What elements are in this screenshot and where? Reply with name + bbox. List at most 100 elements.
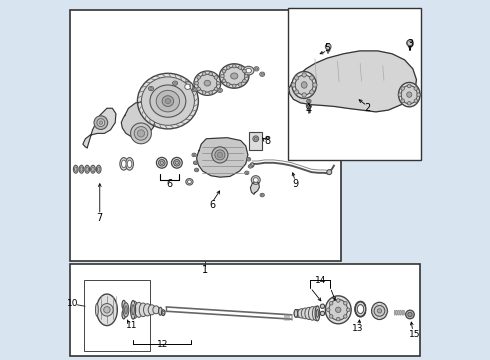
Polygon shape (83, 108, 116, 148)
Ellipse shape (98, 167, 100, 172)
Circle shape (408, 312, 412, 317)
Ellipse shape (74, 167, 77, 172)
Text: 5: 5 (324, 43, 331, 53)
Circle shape (401, 99, 404, 103)
Text: 11: 11 (126, 321, 138, 330)
Circle shape (197, 87, 200, 91)
Text: 3: 3 (407, 40, 413, 49)
Ellipse shape (245, 172, 248, 174)
Circle shape (216, 81, 220, 85)
Circle shape (232, 64, 236, 68)
Ellipse shape (79, 165, 84, 173)
Ellipse shape (295, 75, 313, 95)
Circle shape (406, 310, 414, 319)
Text: 15: 15 (409, 330, 420, 339)
Ellipse shape (212, 147, 228, 163)
Circle shape (310, 76, 314, 80)
Ellipse shape (217, 152, 222, 158)
Ellipse shape (301, 82, 307, 88)
Text: 13: 13 (352, 324, 364, 333)
Ellipse shape (92, 167, 94, 172)
Ellipse shape (194, 161, 197, 165)
Ellipse shape (99, 121, 102, 125)
Circle shape (238, 66, 242, 69)
Ellipse shape (157, 100, 159, 102)
Circle shape (414, 87, 417, 90)
Circle shape (326, 308, 330, 312)
Ellipse shape (261, 194, 263, 196)
Ellipse shape (317, 310, 318, 318)
Text: 4: 4 (306, 105, 312, 115)
Ellipse shape (218, 88, 222, 93)
Ellipse shape (122, 310, 125, 319)
Ellipse shape (374, 306, 385, 316)
Ellipse shape (320, 311, 324, 316)
Ellipse shape (165, 99, 171, 104)
Text: 1: 1 (202, 265, 208, 275)
Ellipse shape (85, 165, 90, 173)
Ellipse shape (182, 82, 193, 92)
Bar (249, 132, 262, 149)
Ellipse shape (396, 310, 397, 315)
Ellipse shape (197, 74, 217, 92)
Ellipse shape (94, 116, 108, 130)
Ellipse shape (294, 310, 298, 318)
Circle shape (329, 301, 333, 305)
Ellipse shape (320, 304, 324, 309)
Ellipse shape (175, 161, 178, 165)
Ellipse shape (192, 153, 196, 157)
Ellipse shape (255, 68, 258, 70)
Bar (70, 10, 341, 261)
Ellipse shape (308, 100, 310, 102)
Ellipse shape (309, 307, 317, 320)
Ellipse shape (153, 306, 159, 314)
Ellipse shape (86, 167, 89, 172)
Circle shape (294, 76, 299, 80)
Ellipse shape (325, 296, 351, 324)
Ellipse shape (122, 160, 126, 168)
Ellipse shape (195, 162, 196, 164)
Ellipse shape (248, 165, 252, 168)
Ellipse shape (292, 72, 317, 98)
Circle shape (209, 91, 213, 94)
Ellipse shape (135, 302, 143, 318)
Ellipse shape (219, 89, 221, 91)
Ellipse shape (144, 304, 151, 316)
Ellipse shape (398, 310, 399, 315)
Ellipse shape (315, 306, 320, 321)
Circle shape (325, 44, 331, 49)
Ellipse shape (156, 99, 161, 103)
Ellipse shape (122, 300, 125, 309)
Ellipse shape (125, 158, 133, 170)
Ellipse shape (161, 310, 165, 316)
Ellipse shape (313, 306, 319, 320)
Circle shape (294, 90, 299, 94)
Ellipse shape (159, 307, 162, 315)
Ellipse shape (162, 96, 173, 107)
Text: 12: 12 (157, 340, 168, 349)
Ellipse shape (97, 294, 117, 325)
Circle shape (408, 102, 411, 105)
Text: 7: 7 (97, 213, 103, 222)
Ellipse shape (204, 80, 211, 86)
Ellipse shape (162, 311, 164, 314)
Circle shape (226, 66, 230, 69)
Ellipse shape (194, 71, 221, 95)
Circle shape (209, 72, 213, 76)
Ellipse shape (355, 302, 366, 317)
Circle shape (398, 93, 402, 96)
Ellipse shape (131, 301, 138, 319)
Circle shape (214, 87, 218, 91)
Text: 6: 6 (166, 179, 172, 189)
Ellipse shape (104, 307, 110, 313)
Circle shape (243, 69, 246, 73)
Ellipse shape (193, 154, 195, 156)
Bar (288, 8, 421, 160)
Text: 6: 6 (209, 200, 215, 210)
Ellipse shape (245, 68, 251, 73)
Circle shape (401, 87, 404, 90)
Ellipse shape (223, 67, 245, 85)
Ellipse shape (80, 167, 83, 172)
Ellipse shape (243, 66, 254, 75)
Circle shape (202, 72, 206, 76)
